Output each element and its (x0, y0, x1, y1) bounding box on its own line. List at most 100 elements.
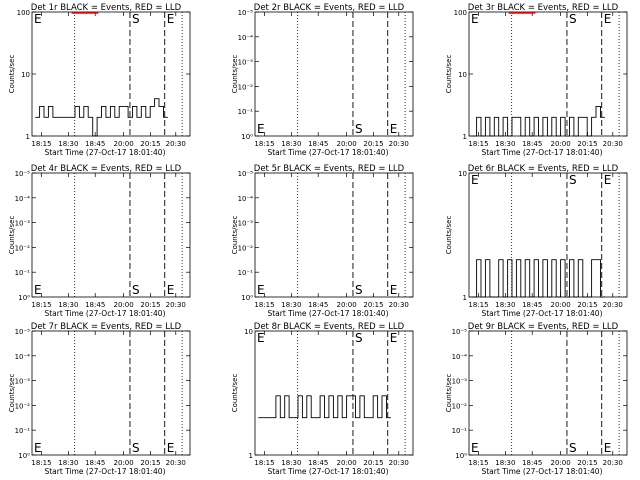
plot-frame (468, 330, 628, 456)
x-tick-label: 20:30 (166, 140, 186, 148)
panel-6: Det 6r BLACK = Events, RED = LLD Counts/s… (445, 164, 628, 318)
end-marker: E (167, 12, 175, 26)
panel-9: Det 9r BLACK = Events, RED = LLD Counts/s… (445, 322, 628, 476)
end-marker: E (390, 283, 398, 297)
y-axis-label: Counts/sec (445, 374, 453, 413)
y-tick-label: 10⁻¹ (238, 269, 254, 277)
x-tick-label: 18:45 (308, 140, 328, 148)
x-tick-label: 20:00 (337, 459, 357, 467)
y-tick-label: 10⁻² (452, 402, 468, 410)
y-tick-label: 10 (458, 71, 467, 79)
x-tick-label: 18:15 (31, 459, 51, 467)
x-tick-label: 20:15 (140, 301, 160, 309)
end-marker-left: E (34, 283, 42, 297)
panel-8: Det 8r BLACK = Events, RED = LLD Counts/s… (231, 322, 414, 476)
end-marker-left: E (257, 283, 265, 297)
x-tick-label: 20:30 (166, 301, 186, 309)
x-axis-label: Start Time (27-Oct-17 18:01:40) (481, 467, 602, 476)
y-tick-label: 10⁻³ (15, 220, 31, 228)
y-tick-label: 10⁻⁵ (15, 328, 31, 336)
panel-5: Det 5r BLACK = Events, RED = LLD Counts/s… (231, 164, 414, 318)
x-tick-label: 20:15 (363, 140, 383, 148)
plot-frame (254, 330, 414, 456)
y-axis-label: Counts/sec (445, 216, 453, 255)
y-tick-label: 10⁻⁵ (452, 328, 468, 336)
x-tick-label: 20:30 (389, 459, 409, 467)
panel-4: Det 4r BLACK = Events, RED = LLD Counts/s… (8, 164, 191, 318)
x-tick-label: 18:30 (495, 459, 515, 467)
plot-frame (31, 172, 191, 298)
x-tick-label: 20:30 (389, 301, 409, 309)
end-marker-left: E (34, 441, 42, 455)
y-tick-label: 1 (463, 294, 467, 302)
panel-title: Det 7r BLACK = Events, RED = LLD (31, 322, 182, 332)
start-marker: S (569, 441, 577, 455)
end-marker: E (390, 122, 398, 136)
x-axis-label: Start Time (27-Oct-17 18:01:40) (267, 467, 388, 476)
x-tick-label: 20:30 (603, 301, 623, 309)
plot-frame (31, 330, 191, 456)
y-tick-label: 10⁰ (241, 133, 253, 141)
y-tick-label: 10⁻⁴ (238, 195, 254, 203)
panel-title: Det 5r BLACK = Events, RED = LLD (254, 164, 405, 174)
end-marker-left: E (257, 122, 265, 136)
x-tick-label: 20:30 (166, 459, 186, 467)
end-marker-left: E (257, 331, 265, 345)
x-tick-label: 20:15 (140, 459, 160, 467)
start-marker: S (569, 173, 577, 187)
y-tick-label: 10⁻¹ (15, 427, 31, 435)
y-tick-label: 10⁰ (18, 452, 30, 460)
x-tick-label: 18:15 (468, 140, 488, 148)
plot-frame (254, 11, 414, 137)
x-tick-label: 20:30 (389, 140, 409, 148)
y-tick-label: 10⁻⁵ (238, 9, 254, 17)
x-tick-label: 18:30 (495, 301, 515, 309)
x-axis-label: Start Time (27-Oct-17 18:01:40) (44, 148, 165, 157)
x-tick-label: 20:00 (551, 459, 571, 467)
x-tick-label: 20:00 (114, 140, 134, 148)
x-tick-label: 18:30 (281, 140, 301, 148)
x-tick-label: 18:15 (254, 140, 274, 148)
y-axis-label: Counts/sec (8, 374, 16, 413)
y-tick-label: 10⁰ (455, 452, 467, 460)
y-tick-label: 10⁻² (15, 244, 31, 252)
x-tick-label: 20:00 (337, 140, 357, 148)
x-tick-label: 18:45 (308, 301, 328, 309)
x-tick-label: 18:30 (58, 459, 78, 467)
y-tick-label: 10⁻¹ (452, 427, 468, 435)
x-axis-label: Start Time (27-Oct-17 18:01:40) (44, 309, 165, 318)
panel-title: Det 3r BLACK = Events, RED = LLD (468, 3, 619, 13)
x-tick-label: 20:00 (551, 301, 571, 309)
events-series-line (35, 98, 168, 137)
start-marker: S (355, 122, 363, 136)
x-tick-label: 18:45 (522, 459, 542, 467)
x-tick-label: 18:30 (281, 459, 301, 467)
y-axis-label: Counts/sec (445, 55, 453, 94)
start-marker: S (132, 441, 140, 455)
plot-frame (468, 172, 628, 298)
y-tick-label: 10⁰ (18, 294, 30, 302)
y-axis-label: Counts/sec (8, 55, 16, 94)
x-axis-label: Start Time (27-Oct-17 18:01:40) (481, 148, 602, 157)
end-marker: E (390, 331, 398, 345)
x-tick-label: 20:30 (603, 459, 623, 467)
y-axis-label: Counts/sec (231, 55, 239, 94)
x-tick-label: 20:15 (577, 140, 597, 148)
x-tick-label: 18:30 (58, 140, 78, 148)
panel-title: Det 6r BLACK = Events, RED = LLD (468, 164, 619, 174)
panel-7: Det 7r BLACK = Events, RED = LLD Counts/s… (8, 322, 191, 476)
x-tick-label: 18:45 (522, 301, 542, 309)
y-axis-label: Counts/sec (231, 216, 239, 255)
end-marker-left: E (471, 173, 479, 187)
x-tick-label: 20:00 (114, 459, 134, 467)
x-tick-label: 20:15 (363, 301, 383, 309)
x-tick-label: 18:45 (522, 140, 542, 148)
y-tick-label: 10⁻⁴ (452, 353, 468, 361)
y-tick-label: 10⁻³ (15, 378, 31, 386)
y-tick-label: 10⁻⁴ (15, 353, 31, 361)
y-tick-label: 10⁻⁵ (238, 170, 254, 178)
x-tick-label: 18:45 (85, 140, 105, 148)
x-tick-label: 18:45 (308, 459, 328, 467)
y-tick-label: 10⁻⁴ (15, 195, 31, 203)
